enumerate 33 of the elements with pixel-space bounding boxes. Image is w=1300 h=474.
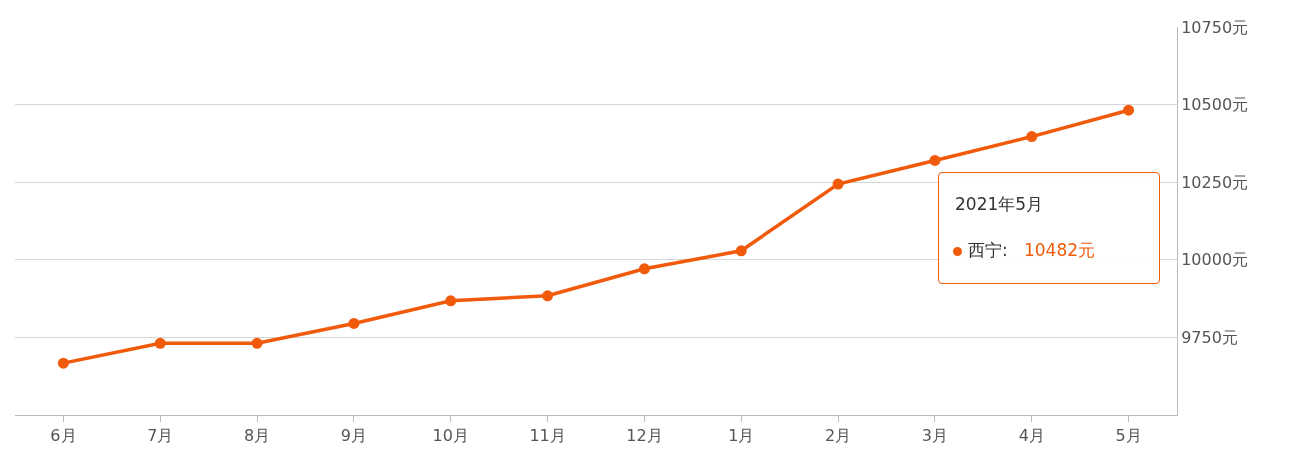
x-tick-label: 1月 [728, 426, 755, 446]
point [57, 357, 69, 369]
point [1026, 131, 1038, 143]
x-tick-label: 11月 [529, 426, 566, 446]
x-tick-label: 8月 [243, 426, 271, 446]
y-tick-label: 10250元 [1181, 172, 1249, 192]
legend-label: 西宁: [968, 240, 1008, 260]
point [832, 178, 844, 190]
point [929, 154, 941, 166]
point [542, 290, 554, 302]
annotation: 10482元 [1023, 240, 1096, 260]
x-tick-label: 6月 [50, 426, 77, 446]
x-tick-label: 9月 [340, 426, 368, 446]
y-tick-label: 10500元 [1181, 95, 1249, 115]
x-tick-label: 12月 [626, 426, 663, 446]
annotation: 2021年5月 [955, 193, 1044, 216]
point [251, 337, 263, 349]
tooltip-box: 2021年5月 西宁: 10482元 [938, 172, 1160, 284]
point [1123, 104, 1135, 116]
point [735, 245, 747, 257]
x-tick-label: 3月 [921, 426, 949, 446]
y-tick-label: 10750元 [1181, 17, 1249, 37]
point [348, 317, 360, 329]
y-tick-label: 10000元 [1181, 250, 1249, 270]
x-tick-label: 4月 [1018, 426, 1045, 446]
x-tick-label: 7月 [147, 426, 174, 446]
point [638, 263, 650, 275]
x-tick-label: 5月 [1115, 426, 1142, 446]
point [154, 337, 166, 349]
point [445, 295, 457, 307]
x-tick-label: 2月 [824, 426, 852, 446]
y-tick-label: 9750元 [1181, 328, 1238, 347]
x-tick-label: 10月 [432, 426, 469, 446]
